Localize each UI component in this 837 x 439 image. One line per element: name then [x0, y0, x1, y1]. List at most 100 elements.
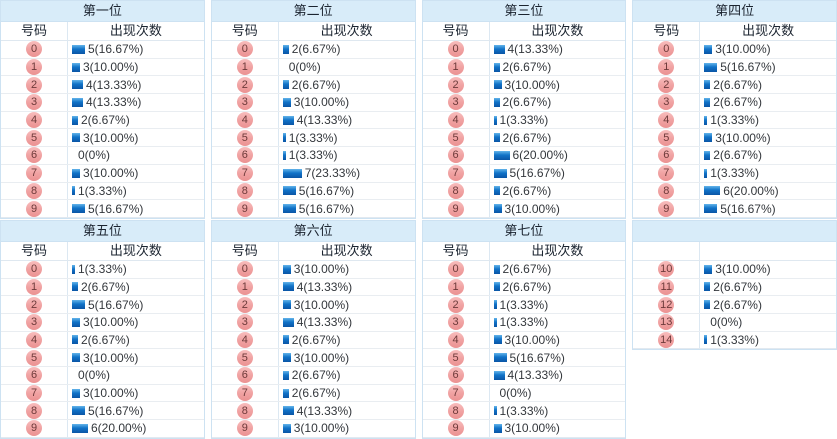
number-cell: 0 — [212, 260, 279, 278]
freq-label: 3(10.00%) — [83, 350, 139, 365]
count-cell: 3(10.00%) — [490, 420, 626, 437]
number-cell: 5 — [423, 129, 490, 147]
number-cell: 2 — [212, 76, 279, 94]
freq-label: 3(10.00%) — [715, 262, 771, 277]
freq-bar — [282, 264, 291, 274]
number-badge: 0 — [26, 261, 42, 278]
number-cell: 10 — [633, 260, 701, 278]
number-badge: 6 — [236, 367, 253, 384]
table-row: 3 2(6.67%) — [422, 94, 626, 112]
count-cell: 2(6.67%) — [490, 183, 626, 200]
number-cell: 14 — [633, 331, 701, 349]
number-cell: 9 — [212, 200, 279, 217]
number-badge: 0 — [658, 41, 675, 58]
number-badge: 1 — [447, 278, 464, 295]
count-cell: 4(13.33%) — [279, 314, 415, 331]
count-cell: 0(0%) — [68, 147, 204, 164]
freq-label: 2(6.67%) — [502, 183, 552, 198]
number-cell: 0 — [1, 41, 68, 58]
number-cell: 6 — [423, 367, 490, 384]
freq-label: 3(10.00%) — [504, 421, 560, 436]
number-cell: 4 — [1, 331, 68, 349]
table-row: 8 4(13.33%) — [211, 402, 415, 421]
table-row: 4 2(6.67%) — [1, 331, 204, 350]
count-cell: 4(13.33%) — [68, 94, 204, 111]
table-row: 7 5(16.67%) — [422, 164, 626, 183]
number-cell: 9 — [1, 420, 68, 437]
table-row: 2 5(16.67%) — [1, 296, 204, 314]
freq-label: 3(10.00%) — [83, 166, 139, 181]
freq-bar — [704, 150, 711, 160]
freq-label: 5(16.67%) — [720, 60, 776, 75]
freq-label: 2(6.67%) — [713, 279, 762, 294]
number-badge: 6 — [26, 367, 42, 384]
table-row: 8 2(6.67%) — [422, 182, 626, 201]
freq-label: 0(0%) — [710, 315, 743, 330]
table-row: 7 2(6.67%) — [211, 384, 415, 403]
freq-label: 4(13.33%) — [507, 42, 563, 57]
freq-label: 3(10.00%) — [504, 332, 560, 347]
count-cell: 2(6.67%) — [68, 332, 204, 349]
count-cell: 5(16.67%) — [490, 165, 626, 182]
count-cell: 3(10.00%) — [279, 349, 415, 366]
freq-bar — [704, 115, 708, 125]
number-cell: 2 — [633, 76, 701, 94]
number-cell: 0 — [423, 260, 490, 278]
freq-bar — [72, 282, 78, 292]
number-cell: 1 — [633, 58, 701, 76]
freq-label: 3(10.00%) — [504, 201, 560, 216]
freq-label: 1(3.33%) — [710, 113, 759, 128]
number-badge: 10 — [658, 261, 675, 278]
count-cell: 3(10.00%) — [68, 165, 204, 182]
number-cell: 7 — [633, 164, 701, 182]
table-row: 3 4(13.33%) — [211, 313, 415, 332]
freq-bar — [72, 335, 78, 345]
table-title: 第七位 — [422, 220, 626, 242]
count-cell: 5(16.67%) — [68, 200, 204, 217]
table-row: 1 2(6.67%) — [1, 278, 204, 297]
freq-table: 10 3(10.00%) 11 2(6.67%) 12 2(6.67%) 13 0(0%) 14… — [632, 219, 837, 351]
freq-label: 4(13.33%) — [86, 95, 142, 110]
count-cell: 2(6.67%) — [490, 279, 626, 296]
freq-label: 2(6.67%) — [502, 60, 552, 75]
count-cell: 2(6.67%) — [490, 94, 626, 111]
table-row: 7 0(0%) — [422, 384, 626, 403]
count-cell: 1(3.33%) — [490, 296, 626, 313]
number-column-header: 号码 — [423, 22, 490, 40]
table-row: 5 2(6.67%) — [422, 129, 626, 148]
table-row: 11 2(6.67%) — [633, 278, 836, 297]
number-cell: 4 — [423, 111, 490, 129]
freq-bar — [282, 282, 294, 292]
number-badge: 4 — [447, 331, 464, 348]
freq-bar — [493, 115, 497, 125]
freq-label: 2(6.67%) — [81, 113, 130, 128]
freq-label: 3(10.00%) — [293, 350, 350, 365]
number-badge: 8 — [658, 182, 675, 199]
freq-label: 3(10.00%) — [83, 386, 139, 401]
number-badge: 8 — [236, 402, 253, 419]
freq-bar — [282, 406, 294, 416]
number-cell: 4 — [423, 331, 490, 349]
table-row: 12 2(6.67%) — [633, 296, 836, 314]
number-column-header: 号码 — [212, 241, 279, 260]
table-row: 5 1(3.33%) — [211, 129, 415, 148]
count-cell: 2(6.67%) — [700, 76, 836, 93]
freq-label: 2(6.67%) — [81, 279, 130, 294]
number-badge: 1 — [447, 59, 464, 76]
number-cell: 1 — [423, 278, 490, 296]
number-cell: 5 — [633, 129, 701, 147]
number-column-header: 号码 — [423, 241, 490, 260]
table-row: 9 5(16.67%) — [1, 200, 204, 218]
count-cell: 3(10.00%) — [68, 314, 204, 331]
freq-label: 5(16.67%) — [720, 201, 776, 216]
count-cell: 2(6.67%) — [279, 385, 415, 402]
freq-label: 6(20.00%) — [91, 421, 147, 436]
number-badge: 5 — [26, 349, 42, 366]
count-cell: 4(13.33%) — [279, 279, 415, 296]
freq-bar — [282, 423, 291, 433]
number-cell: 4 — [212, 331, 279, 349]
freq-bar — [72, 388, 80, 398]
number-cell: 8 — [1, 182, 68, 200]
freq-bar — [493, 264, 500, 274]
count-column-header: 出现次数 — [320, 242, 373, 258]
